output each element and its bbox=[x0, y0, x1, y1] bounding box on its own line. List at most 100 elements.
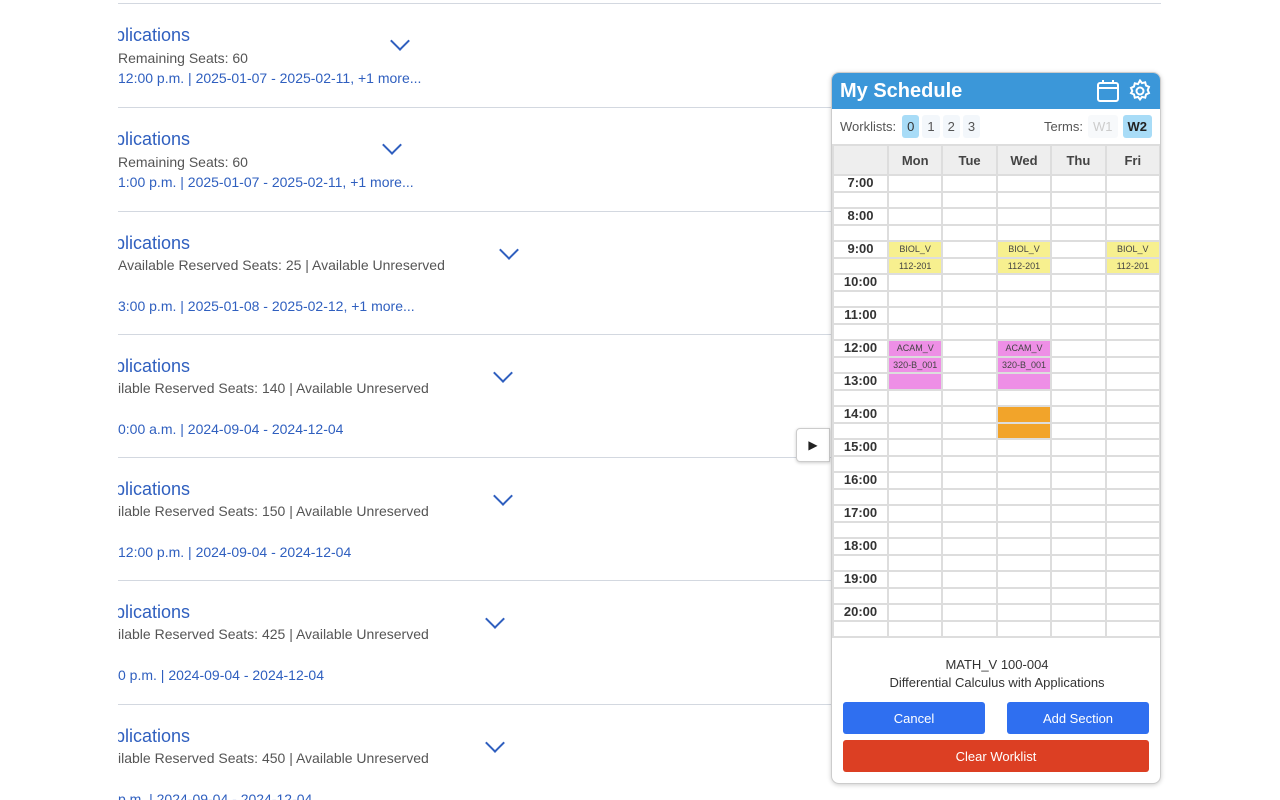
section-title[interactable]: plications bbox=[118, 479, 191, 499]
time-slot bbox=[1104, 603, 1160, 622]
time-slot bbox=[1104, 520, 1160, 539]
schedule-event[interactable]: ACAM_V bbox=[886, 339, 944, 358]
day-header-thu: Thu bbox=[1050, 144, 1107, 176]
day-header-wed: Wed bbox=[995, 144, 1053, 176]
schedule-event[interactable] bbox=[886, 372, 944, 391]
worklist-tab-2[interactable]: 2 bbox=[942, 114, 960, 138]
worklist-tab-3[interactable]: 3 bbox=[962, 114, 981, 138]
time-slot bbox=[941, 289, 998, 308]
term-tab-w1[interactable]: W1 bbox=[1088, 114, 1118, 138]
schedule-event[interactable]: 112-201 bbox=[995, 256, 1053, 275]
chevron-down-icon[interactable] bbox=[382, 135, 402, 155]
calendar-icon[interactable] bbox=[1096, 79, 1120, 103]
chevron-down-icon[interactable] bbox=[485, 609, 505, 629]
time-slot bbox=[941, 537, 998, 556]
time-slot bbox=[995, 619, 1053, 638]
course-section-item[interactable]: plications ilable Reserved Seats: 425 | … bbox=[118, 580, 1161, 704]
time-slot bbox=[1050, 520, 1107, 539]
time-slot bbox=[1050, 405, 1107, 424]
time-slot bbox=[1104, 223, 1160, 242]
half-hour-slot bbox=[832, 322, 889, 341]
time-slot bbox=[1050, 322, 1107, 341]
time-slot bbox=[995, 306, 1053, 325]
schedule-header: My Schedule bbox=[832, 73, 1160, 109]
time-slot bbox=[886, 322, 944, 341]
course-section-item[interactable]: plications ilable Reserved Seats: 150 | … bbox=[118, 457, 1161, 581]
section-title[interactable]: plications bbox=[118, 726, 191, 746]
selected-course-title: Differential Calculus with Applications bbox=[889, 675, 1105, 690]
time-slot bbox=[1104, 372, 1160, 391]
time-slot bbox=[995, 388, 1053, 407]
clear-worklist-button[interactable]: Clear Worklist bbox=[843, 740, 1149, 772]
time-slot bbox=[941, 240, 998, 259]
schedule-event[interactable] bbox=[995, 421, 1053, 440]
course-section-item[interactable]: plications ilable Reserved Seats: 450 | … bbox=[118, 704, 1161, 800]
seats-info: ilable Reserved Seats: 450 | Available U… bbox=[118, 750, 429, 766]
course-section-item[interactable]: plications ilable Reserved Seats: 140 | … bbox=[118, 334, 1161, 458]
collapse-panel-button[interactable]: ▶ bbox=[796, 428, 830, 462]
time-slot bbox=[1104, 471, 1160, 490]
section-title[interactable]: plications bbox=[118, 25, 191, 45]
add-section-button[interactable]: Add Section bbox=[1007, 702, 1149, 734]
gear-icon[interactable] bbox=[1128, 79, 1152, 103]
chevron-down-icon[interactable] bbox=[493, 363, 513, 383]
course-section-item[interactable]: plications Available Reserved Seats: 25 … bbox=[118, 211, 1161, 335]
schedule-event[interactable]: ACAM_V bbox=[995, 339, 1053, 358]
time-slot bbox=[995, 520, 1053, 539]
chevron-down-icon[interactable] bbox=[390, 31, 410, 51]
time-slot bbox=[995, 553, 1053, 572]
schedule-dates: 12:00 p.m. | 2024-09-04 - 2024-12-04 bbox=[118, 544, 352, 560]
schedule-event[interactable]: 320-B_001 bbox=[995, 355, 1053, 374]
time-slot bbox=[1104, 322, 1160, 341]
time-slot bbox=[886, 487, 944, 506]
chevron-down-icon[interactable] bbox=[485, 733, 505, 753]
time-slot bbox=[886, 537, 944, 556]
time-slot bbox=[1050, 190, 1107, 209]
selected-course-code: MATH_V 100-004 bbox=[945, 657, 1049, 672]
schedule-event[interactable] bbox=[995, 372, 1053, 391]
course-section-item[interactable]: plications Remaining Seats: 60 1:00 p.m.… bbox=[118, 107, 1161, 231]
section-title[interactable]: plications bbox=[118, 602, 191, 622]
schedule-dates: 0:00 a.m. | 2024-09-04 - 2024-12-04 bbox=[118, 421, 344, 437]
hour-label: 15:00 bbox=[832, 438, 889, 457]
hour-label: 16:00 bbox=[832, 471, 889, 490]
time-slot bbox=[1104, 537, 1160, 556]
term-tab-w2[interactable]: W2 bbox=[1122, 114, 1152, 138]
time-slot bbox=[1050, 438, 1107, 457]
worklist-tab-0[interactable]: 0 bbox=[902, 114, 920, 138]
time-slot bbox=[1104, 619, 1160, 638]
schedule-event[interactable]: BIOL_V bbox=[1104, 240, 1160, 259]
time-slot bbox=[1104, 306, 1160, 325]
section-title[interactable]: plications bbox=[118, 233, 191, 253]
schedule-event[interactable]: 112-201 bbox=[1104, 256, 1160, 275]
schedule-event[interactable]: 320-B_001 bbox=[886, 355, 944, 374]
schedule-event[interactable]: BIOL_V bbox=[995, 240, 1053, 259]
worklist-tab-1[interactable]: 1 bbox=[922, 114, 940, 138]
hour-label: 9:00 bbox=[832, 240, 889, 259]
schedule-event[interactable]: 112-201 bbox=[886, 256, 944, 275]
hour-label: 13:00 bbox=[832, 372, 889, 391]
chevron-down-icon[interactable] bbox=[493, 486, 513, 506]
time-slot bbox=[1050, 537, 1107, 556]
chevron-down-icon[interactable] bbox=[499, 240, 519, 260]
time-slot bbox=[1104, 174, 1160, 193]
time-slot bbox=[995, 223, 1053, 242]
schedule-event[interactable]: BIOL_V bbox=[886, 240, 944, 259]
time-slot bbox=[995, 454, 1053, 473]
time-slot bbox=[995, 207, 1053, 226]
section-title[interactable]: plications bbox=[118, 129, 191, 149]
day-header-tue: Tue bbox=[941, 144, 998, 176]
time-slot bbox=[1050, 223, 1107, 242]
time-slot bbox=[1050, 504, 1107, 523]
schedule-event[interactable] bbox=[995, 405, 1053, 424]
time-slot bbox=[1050, 619, 1107, 638]
time-slot bbox=[886, 289, 944, 308]
seats-info: Remaining Seats: 60 bbox=[118, 50, 248, 66]
half-hour-slot bbox=[832, 520, 889, 539]
half-hour-slot bbox=[832, 355, 889, 374]
hour-label: 20:00 bbox=[832, 603, 889, 622]
schedule-grid: Mon Tue Wed Thu Fri 7:00 8:00 9:00 BIOL_V BIOL_V B… bbox=[832, 144, 1160, 638]
section-title[interactable]: plications bbox=[118, 356, 191, 376]
cancel-button[interactable]: Cancel bbox=[843, 702, 985, 734]
course-section-item[interactable]: plications Remaining Seats: 60 12:00 p.m… bbox=[118, 3, 1161, 127]
